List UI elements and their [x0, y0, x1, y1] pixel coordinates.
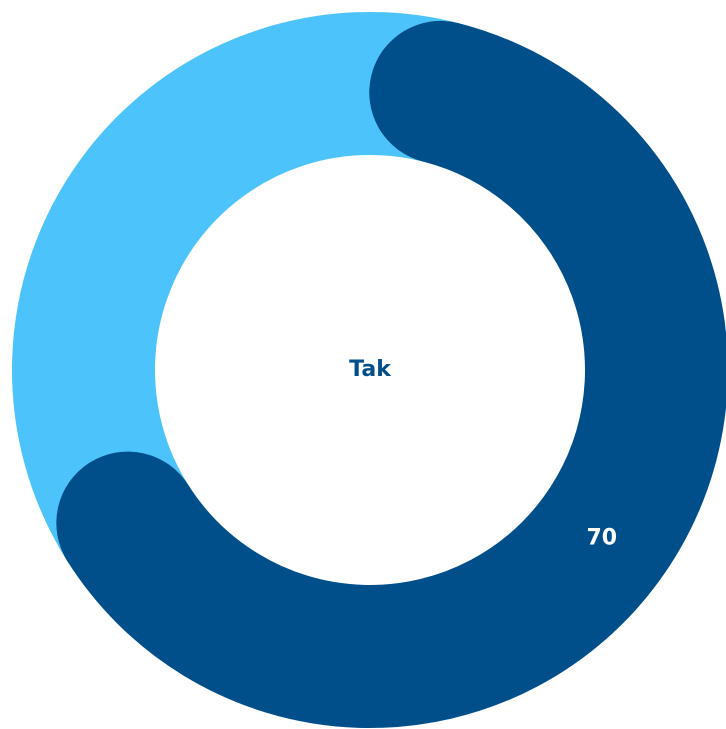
donut-segment [12, 12, 513, 595]
marks [12, 12, 726, 728]
center-label: Tak [349, 357, 392, 382]
data-label: 70 [586, 525, 617, 550]
donut-segment [56, 20, 726, 728]
